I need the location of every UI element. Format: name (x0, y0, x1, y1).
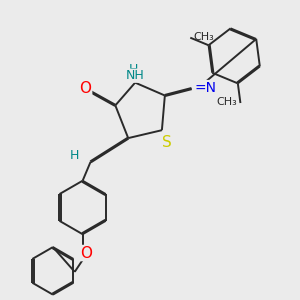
Text: =N: =N (195, 81, 217, 94)
Text: O: O (80, 81, 92, 96)
Text: S: S (162, 135, 172, 150)
Text: CH₃: CH₃ (193, 32, 214, 42)
Text: H: H (128, 63, 138, 76)
Text: H: H (70, 149, 80, 162)
Text: NH: NH (126, 69, 145, 82)
Text: O: O (81, 245, 93, 260)
Text: CH₃: CH₃ (217, 97, 238, 107)
